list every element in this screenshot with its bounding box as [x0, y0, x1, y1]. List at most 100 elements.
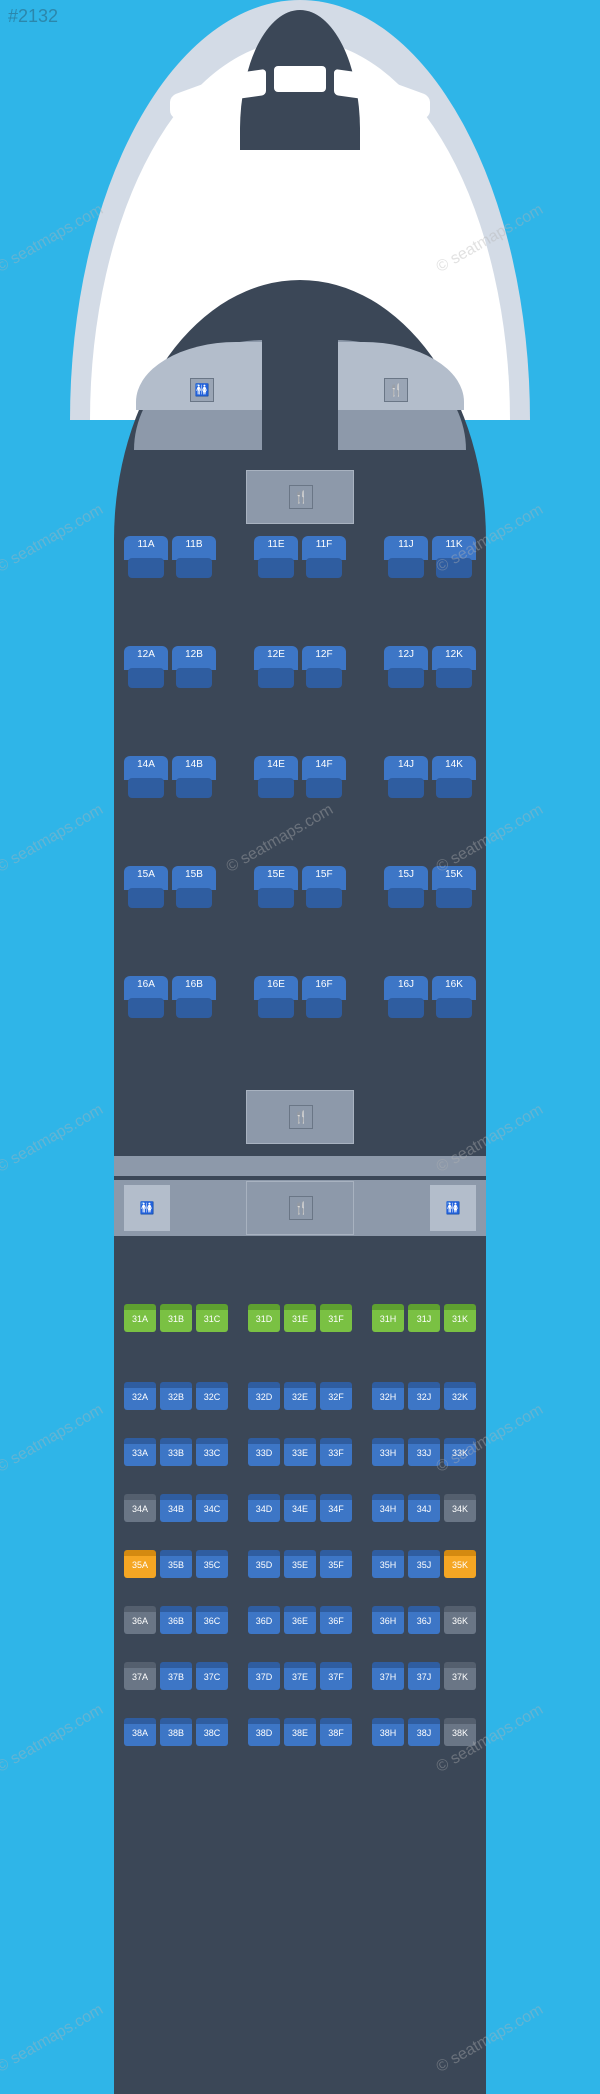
economy-seat[interactable]: 37J: [408, 1662, 440, 1690]
economy-seat[interactable]: 36A: [124, 1606, 156, 1634]
economy-seat[interactable]: 36F: [320, 1606, 352, 1634]
economy-seat[interactable]: 36H: [372, 1606, 404, 1634]
economy-seat[interactable]: 38A: [124, 1718, 156, 1746]
economy-seat[interactable]: 33B: [160, 1438, 192, 1466]
business-seat[interactable]: 16A: [124, 976, 168, 1030]
economy-seat[interactable]: 37F: [320, 1662, 352, 1690]
economy-seat[interactable]: 34A: [124, 1494, 156, 1522]
economy-seat[interactable]: 34B: [160, 1494, 192, 1522]
economy-seat[interactable]: 38E: [284, 1718, 316, 1746]
economy-seat[interactable]: 34J: [408, 1494, 440, 1522]
business-seat[interactable]: 12J: [384, 646, 428, 700]
business-seat[interactable]: 16J: [384, 976, 428, 1030]
economy-seat[interactable]: 33J: [408, 1438, 440, 1466]
economy-seat[interactable]: 35K: [444, 1550, 476, 1578]
business-seat[interactable]: 16K: [432, 976, 476, 1030]
business-seat[interactable]: 11A: [124, 536, 168, 590]
economy-seat[interactable]: 33C: [196, 1438, 228, 1466]
business-seat[interactable]: 15A: [124, 866, 168, 920]
business-seat[interactable]: 14J: [384, 756, 428, 810]
economy-seat[interactable]: 36E: [284, 1606, 316, 1634]
economy-seat[interactable]: 31H: [372, 1304, 404, 1332]
economy-seat[interactable]: 34E: [284, 1494, 316, 1522]
business-seat[interactable]: 12F: [302, 646, 346, 700]
business-seat[interactable]: 15J: [384, 866, 428, 920]
economy-seat[interactable]: 33H: [372, 1438, 404, 1466]
economy-seat[interactable]: 31E: [284, 1304, 316, 1332]
economy-seat[interactable]: 32E: [284, 1382, 316, 1410]
business-seat[interactable]: 12B: [172, 646, 216, 700]
economy-seat[interactable]: 37D: [248, 1662, 280, 1690]
economy-seat[interactable]: 38H: [372, 1718, 404, 1746]
business-seat[interactable]: 15E: [254, 866, 298, 920]
economy-seat[interactable]: 35E: [284, 1550, 316, 1578]
economy-seat[interactable]: 32K: [444, 1382, 476, 1410]
economy-seat[interactable]: 34C: [196, 1494, 228, 1522]
economy-seat[interactable]: 32B: [160, 1382, 192, 1410]
economy-seat[interactable]: 32D: [248, 1382, 280, 1410]
economy-seat[interactable]: 33K: [444, 1438, 476, 1466]
economy-seat[interactable]: 36D: [248, 1606, 280, 1634]
economy-seat[interactable]: 38F: [320, 1718, 352, 1746]
economy-seat[interactable]: 36B: [160, 1606, 192, 1634]
business-seat[interactable]: 14A: [124, 756, 168, 810]
business-seat[interactable]: 11K: [432, 536, 476, 590]
business-seat[interactable]: 14E: [254, 756, 298, 810]
business-seat[interactable]: 14B: [172, 756, 216, 810]
economy-seat[interactable]: 31J: [408, 1304, 440, 1332]
economy-seat[interactable]: 31A: [124, 1304, 156, 1332]
business-seat[interactable]: 15B: [172, 866, 216, 920]
economy-seat[interactable]: 31B: [160, 1304, 192, 1332]
economy-seat[interactable]: 36K: [444, 1606, 476, 1634]
economy-seat[interactable]: 37H: [372, 1662, 404, 1690]
business-seat[interactable]: 11J: [384, 536, 428, 590]
economy-seat[interactable]: 31D: [248, 1304, 280, 1332]
economy-seat[interactable]: 36C: [196, 1606, 228, 1634]
economy-seat[interactable]: 32F: [320, 1382, 352, 1410]
economy-seat[interactable]: 34D: [248, 1494, 280, 1522]
economy-seat[interactable]: 32J: [408, 1382, 440, 1410]
economy-seat[interactable]: 38K: [444, 1718, 476, 1746]
economy-seat[interactable]: 31C: [196, 1304, 228, 1332]
business-seat[interactable]: 15F: [302, 866, 346, 920]
economy-seat[interactable]: 38C: [196, 1718, 228, 1746]
economy-seat[interactable]: 37K: [444, 1662, 476, 1690]
business-seat[interactable]: 16B: [172, 976, 216, 1030]
economy-seat[interactable]: 32H: [372, 1382, 404, 1410]
economy-seat[interactable]: 37E: [284, 1662, 316, 1690]
economy-seat[interactable]: 33E: [284, 1438, 316, 1466]
economy-seat[interactable]: 34F: [320, 1494, 352, 1522]
economy-seat[interactable]: 35A: [124, 1550, 156, 1578]
economy-seat[interactable]: 35D: [248, 1550, 280, 1578]
economy-seat[interactable]: 35F: [320, 1550, 352, 1578]
business-seat[interactable]: 11F: [302, 536, 346, 590]
business-seat[interactable]: 12A: [124, 646, 168, 700]
economy-seat[interactable]: 35C: [196, 1550, 228, 1578]
economy-seat[interactable]: 38D: [248, 1718, 280, 1746]
business-seat[interactable]: 15K: [432, 866, 476, 920]
economy-seat[interactable]: 34K: [444, 1494, 476, 1522]
economy-seat[interactable]: 32A: [124, 1382, 156, 1410]
economy-seat[interactable]: 34H: [372, 1494, 404, 1522]
economy-seat[interactable]: 33A: [124, 1438, 156, 1466]
economy-seat[interactable]: 31F: [320, 1304, 352, 1332]
economy-seat[interactable]: 35B: [160, 1550, 192, 1578]
economy-seat[interactable]: 35J: [408, 1550, 440, 1578]
economy-seat[interactable]: 33F: [320, 1438, 352, 1466]
economy-seat[interactable]: 33D: [248, 1438, 280, 1466]
business-seat[interactable]: 12E: [254, 646, 298, 700]
economy-seat[interactable]: 31K: [444, 1304, 476, 1332]
business-seat[interactable]: 11B: [172, 536, 216, 590]
economy-seat[interactable]: 38J: [408, 1718, 440, 1746]
business-seat[interactable]: 16F: [302, 976, 346, 1030]
business-seat[interactable]: 14F: [302, 756, 346, 810]
economy-seat[interactable]: 36J: [408, 1606, 440, 1634]
economy-seat[interactable]: 38B: [160, 1718, 192, 1746]
business-seat[interactable]: 12K: [432, 646, 476, 700]
economy-seat[interactable]: 37C: [196, 1662, 228, 1690]
business-seat[interactable]: 11E: [254, 536, 298, 590]
economy-seat[interactable]: 37B: [160, 1662, 192, 1690]
economy-seat[interactable]: 35H: [372, 1550, 404, 1578]
economy-seat[interactable]: 32C: [196, 1382, 228, 1410]
business-seat[interactable]: 16E: [254, 976, 298, 1030]
